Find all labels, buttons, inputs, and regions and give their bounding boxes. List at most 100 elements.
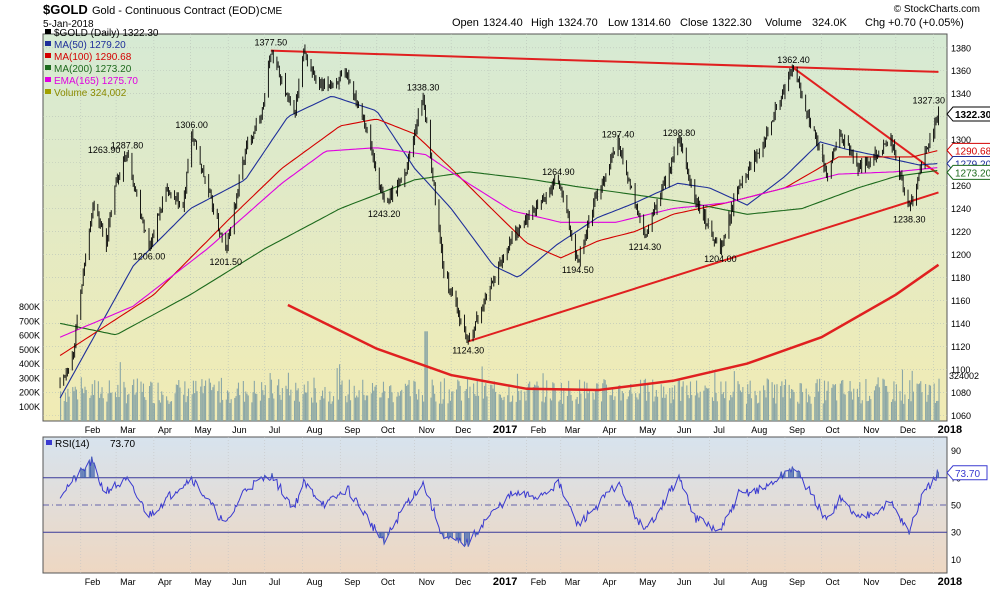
- volume-bar: [512, 395, 514, 421]
- volume-bar: [873, 390, 876, 421]
- volume-bar: [440, 381, 442, 421]
- volume-bar: [212, 387, 214, 421]
- volume-bar: [904, 394, 906, 421]
- volume-bar: [314, 388, 316, 421]
- volume-bar: [269, 373, 271, 421]
- volume-bar: [728, 400, 731, 421]
- volume-bar: [145, 399, 147, 421]
- volume-bar: [353, 385, 355, 421]
- volume-bar: [644, 378, 646, 421]
- volume-bar: [339, 364, 341, 421]
- volume-bar: [77, 399, 79, 421]
- volume-bar: [883, 379, 885, 421]
- volume-bar: [364, 400, 366, 421]
- volume-bar: [613, 399, 615, 421]
- volume-bar: [657, 396, 659, 421]
- volume-bar: [579, 379, 581, 421]
- volume-bar: [451, 391, 453, 421]
- volume-bar: [140, 381, 142, 421]
- volume-bar: [918, 383, 921, 421]
- trendline: [270, 49, 939, 73]
- volume-bar: [413, 380, 415, 421]
- volume-bar: [458, 381, 460, 421]
- volume-bar: [106, 401, 108, 421]
- legend-ma100: MA(100) 1290.68: [54, 52, 132, 63]
- volume-bar: [469, 386, 471, 421]
- volume-bar: [805, 388, 807, 421]
- volume-bar: [237, 382, 240, 421]
- volume-bar: [831, 387, 833, 421]
- volume-bar: [754, 390, 756, 421]
- volume-bar: [252, 392, 254, 421]
- volume-bar: [510, 401, 512, 421]
- volume-bar: [526, 387, 528, 421]
- volume-bar: [125, 403, 127, 421]
- month-tick-label: 2018: [938, 424, 962, 436]
- volume-bar: [933, 383, 935, 421]
- volume-bar: [537, 385, 539, 421]
- volume-bar: [174, 393, 176, 421]
- volume-bar: [465, 388, 467, 421]
- volume-bar: [903, 403, 905, 421]
- volume-bar: [90, 395, 92, 421]
- volume-bar: [73, 391, 75, 421]
- axes: 1380136013401320130012801260124012201200…: [19, 43, 990, 588]
- volume-bar: [799, 383, 801, 421]
- rsi-month-tick-label: Jul: [713, 577, 725, 587]
- volume-bar: [858, 396, 860, 421]
- volume-bar: [370, 393, 372, 421]
- volume-bar: [927, 394, 929, 421]
- volume-bar: [148, 386, 151, 421]
- volume-bar: [603, 379, 605, 421]
- price-flag-box: [946, 142, 990, 158]
- volume-bar: [111, 392, 113, 421]
- volume-bar: [254, 393, 257, 421]
- volume-bar: [431, 379, 433, 421]
- volume-bar: [329, 391, 331, 421]
- price-tick-label: 1200: [951, 250, 971, 260]
- volume-bar: [114, 392, 116, 421]
- volume-bar: [524, 391, 526, 421]
- volume-bar: [588, 389, 590, 421]
- volume-bar: [503, 396, 505, 421]
- volume-bar: [475, 395, 477, 421]
- volume-bar: [875, 386, 877, 421]
- volume-bar: [892, 399, 894, 421]
- price-annotation: 1194.50: [562, 265, 594, 275]
- volume-bar: [490, 384, 492, 421]
- volume-bar: [407, 384, 409, 421]
- volume-bar: [834, 384, 837, 421]
- volume-bar: [357, 397, 359, 421]
- volume-bar: [715, 392, 717, 421]
- volume-bar: [731, 397, 733, 421]
- volume-bar: [91, 384, 93, 421]
- volume-bar: [502, 400, 504, 421]
- volume-bar: [493, 381, 495, 421]
- price-annotation: 1338.30: [407, 83, 440, 93]
- price-annotation: 1214.30: [629, 242, 662, 252]
- month-tick-label: Aug: [307, 425, 323, 435]
- volume-bar: [725, 381, 727, 421]
- volume-bar: [166, 396, 168, 421]
- volume-bar: [324, 386, 326, 421]
- volume-bar: [928, 384, 930, 421]
- volume-bar: [63, 400, 65, 421]
- volume-bar: [150, 381, 152, 421]
- rsi-month-tick-label: Feb: [85, 577, 101, 587]
- volume-bar: [860, 403, 862, 421]
- volume-bar: [631, 393, 633, 421]
- volume-bar: [745, 403, 748, 421]
- volume-bar: [251, 402, 253, 421]
- volume-bar: [747, 384, 749, 421]
- volume-bar: [414, 381, 416, 421]
- volume-bar: [262, 390, 264, 421]
- volume-bar: [473, 383, 475, 421]
- volume-bar: [169, 401, 171, 421]
- volume-bar: [755, 395, 757, 421]
- volume-bar: [452, 391, 454, 421]
- volume-bar: [464, 390, 466, 421]
- rsi-month-tick-label: Jun: [232, 577, 247, 587]
- volume-bar: [396, 396, 398, 421]
- price-series: [59, 44, 939, 389]
